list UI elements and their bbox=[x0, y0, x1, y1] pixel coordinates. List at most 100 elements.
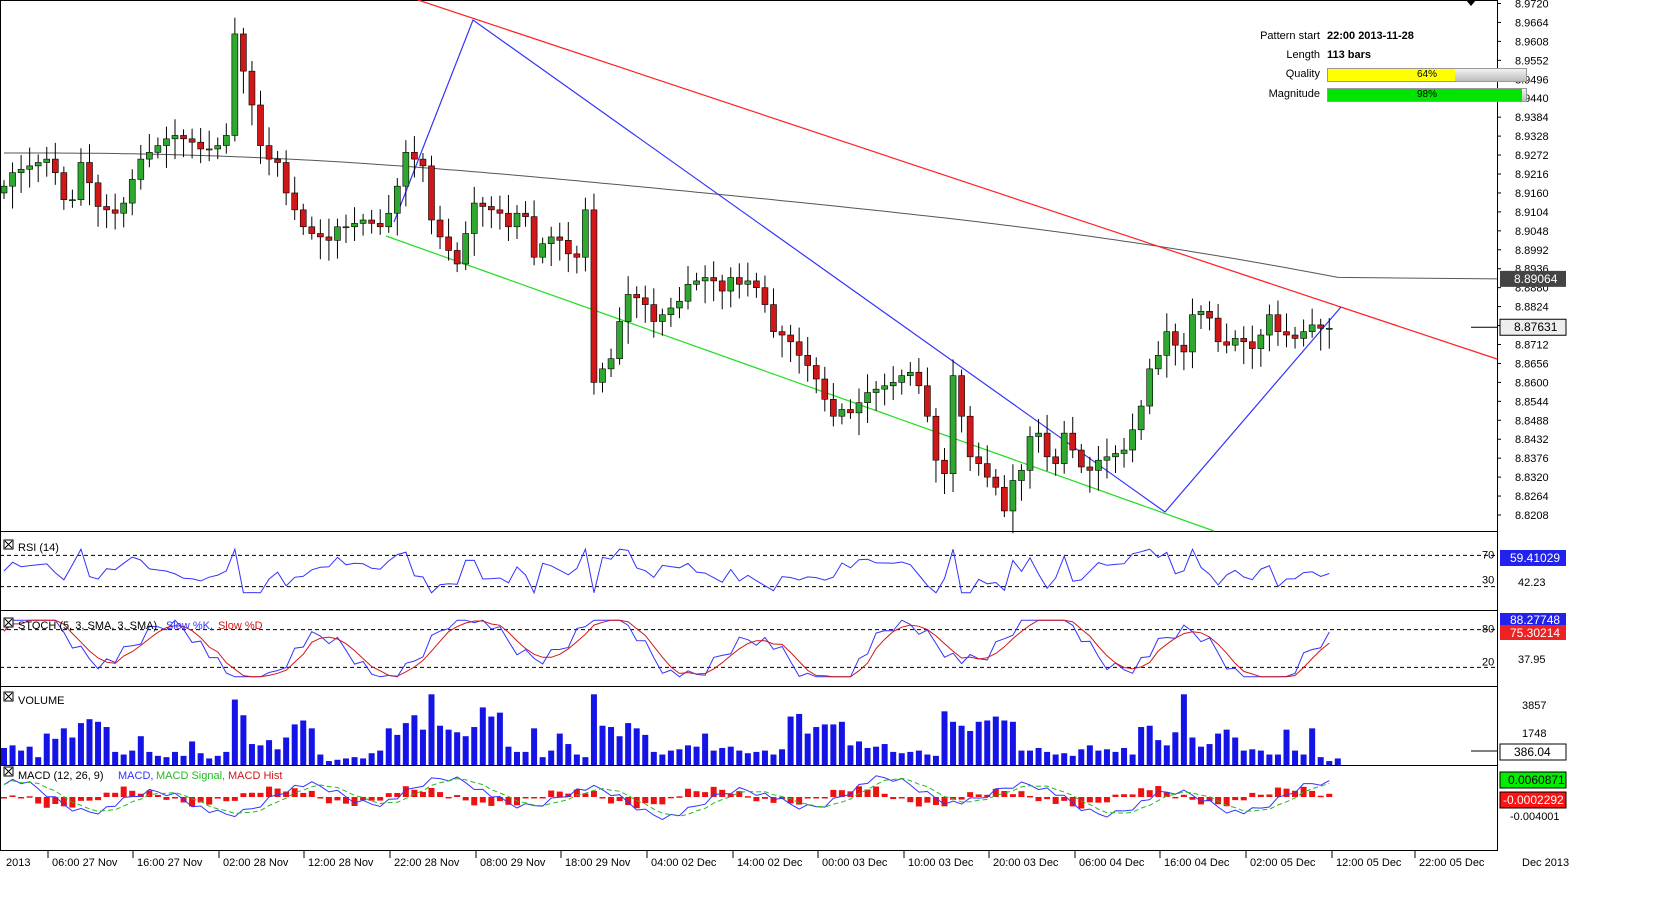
macd-hist-bar bbox=[368, 797, 375, 801]
current-price-label: 8.87631 bbox=[1514, 320, 1558, 334]
macd-hist-bar bbox=[642, 797, 649, 804]
candle-body bbox=[43, 158, 51, 163]
volume-bar bbox=[1121, 747, 1128, 765]
price-tick-label: 8.8656 bbox=[1515, 358, 1549, 370]
volume-bar bbox=[685, 745, 691, 765]
macd-hist-value: -0.0002292 bbox=[1503, 793, 1564, 807]
volume-bar bbox=[1257, 750, 1264, 765]
candle-body bbox=[744, 280, 752, 285]
macd-hist-bar bbox=[86, 797, 93, 801]
macd-l-label: MACD, bbox=[118, 770, 153, 782]
candle-body bbox=[197, 141, 204, 150]
support-line bbox=[385, 235, 1215, 532]
volume-bar bbox=[522, 751, 529, 765]
candle-body bbox=[872, 388, 880, 393]
macd-hist-bar bbox=[206, 797, 213, 805]
price-tick-label: 8.9048 bbox=[1515, 226, 1549, 238]
candle-body bbox=[376, 223, 384, 228]
rsi-label: RSI (14) bbox=[18, 542, 59, 554]
volume-bar bbox=[1309, 728, 1316, 765]
candle-body bbox=[1274, 314, 1282, 332]
macd-hist-bar bbox=[539, 797, 546, 799]
macd-hist-bar bbox=[377, 797, 384, 801]
macd-hist-bar bbox=[676, 796, 683, 798]
stoch-hi-label: 80 bbox=[1482, 624, 1494, 636]
macd-hist-bar bbox=[1240, 797, 1247, 801]
price-tick-label: 8.9328 bbox=[1515, 131, 1549, 143]
volume-bar bbox=[471, 727, 478, 765]
time-tick-label: 22:00 28 Nov bbox=[394, 857, 460, 869]
candle-body bbox=[171, 135, 179, 140]
macd-hist-bar bbox=[1112, 794, 1119, 797]
macd-hist-bar bbox=[693, 791, 700, 797]
candle-body bbox=[94, 182, 102, 207]
candle-body bbox=[915, 371, 923, 387]
volume-bar bbox=[26, 746, 33, 765]
candle-body bbox=[616, 321, 623, 360]
candle-body bbox=[1189, 314, 1196, 353]
macd-hist-bar bbox=[1086, 797, 1093, 803]
volume-bar bbox=[856, 741, 862, 765]
macd-hist-bar bbox=[1138, 788, 1145, 797]
candle-body bbox=[1249, 341, 1256, 349]
time-tick-label: 14:00 02 Dec bbox=[737, 857, 803, 869]
volume-bar bbox=[642, 734, 649, 765]
macd-hist-bar bbox=[1206, 797, 1213, 802]
macd-hist-bar bbox=[462, 797, 469, 801]
macd-hist-bar bbox=[60, 797, 67, 807]
macd-hist-bar bbox=[291, 788, 298, 797]
candle-body bbox=[787, 334, 794, 343]
volume-bar bbox=[137, 736, 144, 765]
price-tick-label: 8.9720 bbox=[1515, 0, 1549, 11]
volume-bar bbox=[1292, 750, 1299, 765]
macd-hist-bar bbox=[1061, 797, 1068, 801]
macd-hist-bar bbox=[496, 797, 503, 802]
volume-bar bbox=[744, 753, 751, 765]
candle-body bbox=[137, 158, 145, 180]
candle-body bbox=[889, 382, 897, 387]
candle-body bbox=[1018, 470, 1025, 481]
candle-body bbox=[120, 202, 127, 214]
zigzag-line bbox=[393, 19, 1342, 513]
volume-bar bbox=[1146, 725, 1153, 765]
candle-body bbox=[488, 206, 495, 211]
macd-hist-bar bbox=[1172, 796, 1179, 799]
volume-bar bbox=[1300, 754, 1307, 765]
candle-body bbox=[0, 185, 8, 194]
volume-bar bbox=[967, 730, 974, 765]
volume-bar bbox=[719, 747, 726, 765]
ma-value-label: 8.89064 bbox=[1514, 272, 1558, 286]
candle-body bbox=[1146, 368, 1153, 407]
volume-panel: VOLUME 3857 1748 386.04 bbox=[1, 691, 1567, 765]
macd-hist-bar bbox=[958, 797, 965, 800]
volume-bar bbox=[334, 759, 341, 765]
macd-hist-bar bbox=[1146, 790, 1153, 797]
macd-hist-bar bbox=[1052, 797, 1059, 804]
magnitude-bar: 98% bbox=[1327, 88, 1527, 102]
volume-bar bbox=[402, 723, 409, 765]
macd-hist-bar bbox=[761, 797, 768, 799]
macd-hist-bar bbox=[804, 797, 811, 799]
candle-body bbox=[291, 192, 299, 211]
candle-body bbox=[1240, 338, 1248, 343]
macd-hist-bar bbox=[300, 792, 307, 797]
time-tick-label: 16:00 27 Nov bbox=[137, 857, 203, 869]
volume-bar bbox=[1018, 750, 1025, 765]
macd-hist-bar bbox=[154, 794, 161, 797]
candle-body bbox=[436, 219, 444, 238]
macd-line bbox=[3, 775, 1330, 821]
macd-hist-bar bbox=[360, 797, 367, 801]
macd-hist-bar bbox=[608, 797, 615, 804]
volume-bar bbox=[608, 727, 615, 765]
candle-body bbox=[676, 300, 683, 309]
candle-body bbox=[1214, 317, 1222, 343]
macd-hist-bar bbox=[240, 793, 247, 797]
macd-hist-bar bbox=[685, 788, 691, 797]
candle-body bbox=[69, 199, 76, 202]
candle-body bbox=[1120, 449, 1128, 454]
macd-hist-bar bbox=[582, 793, 589, 797]
volume-bar bbox=[154, 755, 161, 765]
macd-hist-bar bbox=[1018, 791, 1025, 797]
macd-hist-bar bbox=[385, 793, 392, 797]
volume-bar bbox=[496, 712, 503, 765]
